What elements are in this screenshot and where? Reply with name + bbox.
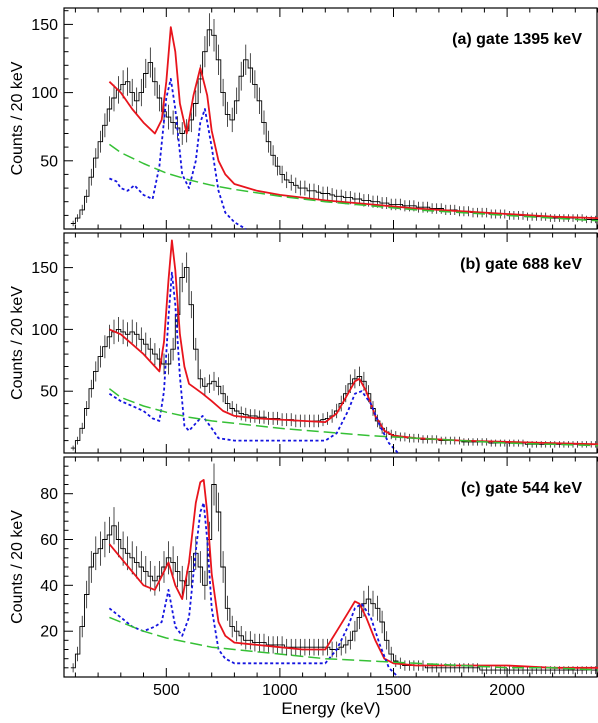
histogram-a xyxy=(70,29,598,224)
y-tick-label: 50 xyxy=(40,153,58,170)
background-curve-c xyxy=(109,616,598,671)
y-tick-label: 150 xyxy=(31,260,58,277)
panel-title-a: (a) gate 1395 keV xyxy=(452,31,582,48)
panel-b: 50 100 150 Counts / 20 keV (b) gate 688 keV xyxy=(9,232,598,454)
panel-title-b: (b) gate 688 keV xyxy=(460,256,582,273)
total-fit-curve-c xyxy=(108,478,598,669)
y-tick-label: 50 xyxy=(40,384,58,401)
peak-fit-curve-b xyxy=(108,271,399,454)
x-tick-label: 500 xyxy=(153,682,180,699)
y-tick-label: 100 xyxy=(31,322,58,339)
peak-fit-curve-a xyxy=(109,78,247,230)
panel-c: 20 40 60 80 500 1000 1500 2000 Counts / 20 keV (c… xyxy=(9,456,598,699)
plot-frame-b xyxy=(63,232,598,454)
y-axis-label: Counts / 20 keV xyxy=(9,61,26,175)
histogram-c xyxy=(70,484,598,671)
y-tick-label: 100 xyxy=(31,85,58,102)
total-fit-curve-a xyxy=(108,26,598,219)
y-tick-label: 150 xyxy=(31,17,58,34)
x-axis-label: Energy (keV) xyxy=(281,699,380,718)
plot-frame-a xyxy=(63,7,598,230)
y-axis-label: Counts / 20 keV xyxy=(9,286,26,400)
panel-title-c: (c) gate 544 keV xyxy=(461,480,582,497)
y-tick-label: 80 xyxy=(40,486,58,503)
y-axis-label: Counts / 20 keV xyxy=(9,510,26,624)
histogram-b xyxy=(70,267,598,449)
x-tick-label: 1000 xyxy=(262,682,298,699)
y-tick-label: 60 xyxy=(40,532,58,549)
background-curve-b xyxy=(108,388,598,447)
total-fit-curve-b xyxy=(109,239,598,446)
x-tick-label: 1500 xyxy=(376,682,412,699)
panel-a: 50 100 150 Counts / 20 keV (a) gate 1395 keV xyxy=(9,7,598,230)
x-tick-label: 2000 xyxy=(489,682,525,699)
y-tick-label: 40 xyxy=(40,578,58,595)
background-curve-a xyxy=(108,143,598,222)
y-tick-label: 20 xyxy=(40,624,58,641)
peak-fit-curve-c xyxy=(108,501,399,678)
